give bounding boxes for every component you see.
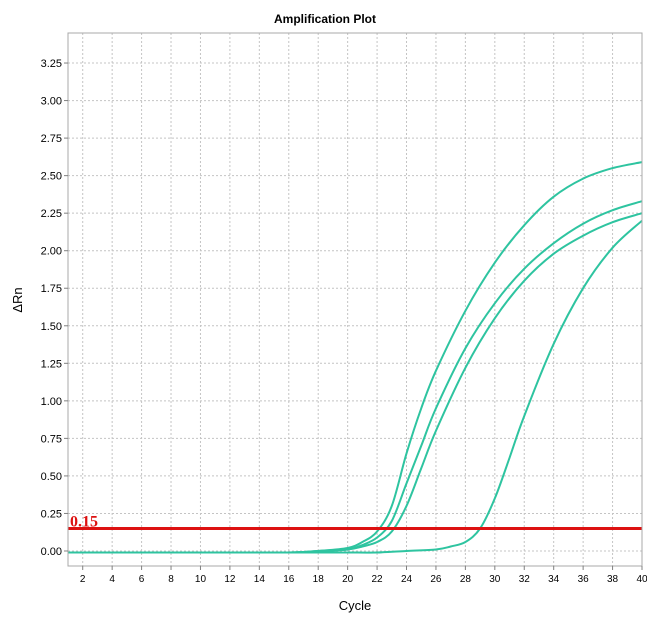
- x-tick-label: 26: [430, 574, 442, 585]
- plot-frame: [67, 32, 643, 567]
- x-tick-label: 20: [342, 574, 354, 585]
- y-tick-label: 2.00: [41, 246, 62, 258]
- y-tick-label: 1.75: [41, 283, 62, 295]
- x-tick-label: 2: [80, 574, 86, 585]
- amplification-curve-4: [67, 219, 643, 554]
- x-tick-label: 18: [313, 574, 325, 585]
- x-axis-label: Cycle: [339, 598, 372, 613]
- y-tick-label: 0.25: [41, 508, 62, 520]
- x-tick-label: 14: [254, 574, 266, 585]
- y-tick-label: 2.25: [41, 208, 62, 220]
- x-tick-label: 30: [489, 574, 501, 585]
- x-tick-label: 16: [283, 574, 295, 585]
- series-layer: [67, 161, 643, 554]
- y-tick-label: 2.75: [41, 133, 62, 145]
- x-tick-label: 28: [460, 574, 472, 585]
- chart-title: Amplification Plot: [274, 12, 376, 26]
- y-tick-label: 1.50: [41, 321, 62, 333]
- x-tick-label: 8: [168, 574, 174, 585]
- x-tick-label: 32: [519, 574, 531, 585]
- x-tick-label: 6: [139, 574, 145, 585]
- x-tick-label: 34: [548, 574, 560, 585]
- y-tick-label: 1.00: [41, 396, 62, 408]
- y-tick-label: 0.50: [41, 471, 62, 483]
- y-tick-label: 3.25: [41, 58, 62, 70]
- y-tick-label: 0.00: [41, 546, 62, 558]
- x-tick-label: 22: [372, 574, 384, 585]
- x-tick-label: 24: [401, 574, 413, 585]
- x-tick-label: 10: [195, 574, 207, 585]
- grid-layer: [68, 33, 643, 566]
- y-tick-label: 3.00: [41, 96, 62, 108]
- y-tick-label: 0.75: [41, 433, 62, 445]
- x-tick-label: 36: [578, 574, 590, 585]
- y-tick-label: 2.50: [41, 171, 62, 183]
- x-tick-label: 12: [224, 574, 236, 585]
- x-tick-label: 40: [636, 574, 647, 585]
- threshold-layer: 0.15: [68, 513, 642, 530]
- y-axis-label: ΔRn: [10, 287, 25, 312]
- x-tick-label: 38: [607, 574, 619, 585]
- axis-layer: 2 4 6 8 10 12 14 16 18 20 22 24 26 28 30 32 34 36 38 400.00…: [41, 58, 647, 585]
- y-tick-label: 1.25: [41, 358, 62, 370]
- x-tick-label: 4: [109, 574, 115, 585]
- threshold-label: 0.15: [70, 513, 98, 530]
